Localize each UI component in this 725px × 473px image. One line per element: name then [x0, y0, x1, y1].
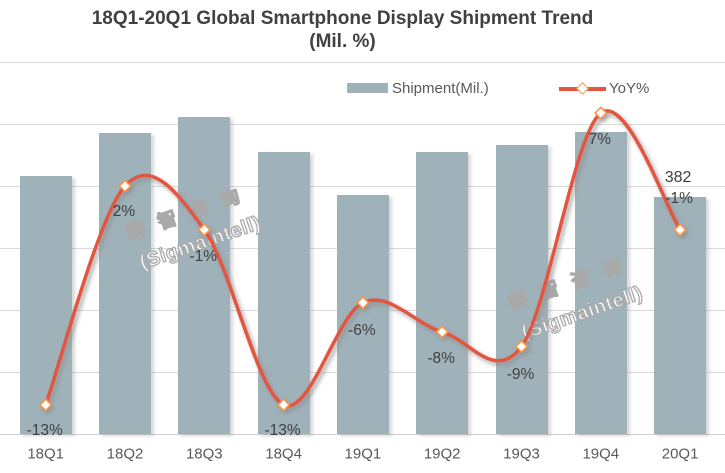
bar-19Q4: [574, 132, 627, 434]
legend-yoy-label: YoY%: [609, 80, 650, 97]
bar-19Q2: [416, 151, 469, 434]
x-axis-line: [0, 433, 725, 435]
x-axis-label-18Q2: 18Q2: [106, 445, 144, 463]
yoy-label-19Q2: -8%: [427, 349, 455, 367]
bar-19Q1: [336, 194, 389, 434]
yoy-marker-18Q1: [38, 398, 53, 412]
bar-19Q3: [495, 145, 548, 434]
x-axis-label-18Q1: 18Q1: [27, 445, 65, 463]
bar-value-label-20Q1: 382: [664, 169, 692, 187]
bar-20Q1: [654, 197, 707, 434]
yoy-marker-19Q1: [356, 295, 370, 310]
yoy-label-18Q4: -13%: [264, 421, 301, 439]
chart-title-line2: (Mil. %): [309, 31, 376, 52]
legend-shipment-swatch-icon: [347, 83, 388, 93]
x-axis-label-18Q3: 18Q3: [185, 445, 223, 463]
bar-18Q4: [257, 151, 310, 434]
x-axis-label-20Q1: 20Q1: [661, 445, 699, 463]
yoy-label-18Q1: -13%: [26, 421, 63, 439]
yoy-marker-18Q2: [118, 179, 132, 193]
x-axis-label-19Q4: 19Q4: [582, 445, 620, 463]
bar-18Q3: [178, 117, 231, 434]
legend-shipment-label: Shipment(Mil.): [392, 80, 489, 97]
yoy-label-19Q1: -6%: [348, 321, 376, 339]
yoy-label-19Q4: 7%: [588, 131, 611, 149]
yoy-marker-18Q3: [197, 222, 212, 237]
chart-title-line1: 18Q1-20Q1 Global Smartphone Display Ship…: [91, 8, 594, 29]
x-axis-label-18Q4: 18Q4: [265, 445, 302, 463]
legend-yoy-line-icon: [559, 82, 606, 95]
x-axis-label-19Q1: 19Q1: [344, 445, 382, 463]
yoy-line: [44, 109, 682, 408]
gridline: [0, 61, 725, 63]
chart-title: 18Q1-20Q1 Global Smartphone Display Ship…: [0, 7, 685, 53]
x-axis-label-19Q3: 19Q3: [503, 445, 540, 463]
yoy-label-18Q2: 2%: [112, 203, 136, 220]
gridline: [0, 185, 725, 187]
yoy-marker-20Q1: [673, 222, 687, 237]
gridline: [0, 123, 725, 125]
yoy-label-18Q3: -1%: [189, 247, 218, 265]
yoy-label-19Q3: -9%: [506, 366, 535, 384]
yoy-marker-19Q4: [594, 106, 608, 120]
yoy-marker-19Q2: [435, 325, 449, 339]
yoy-marker-19Q3: [514, 339, 529, 354]
bar-18Q1: [19, 176, 72, 434]
x-axis-label-19Q2: 19Q2: [423, 445, 461, 463]
yoy-marker-18Q4: [276, 398, 291, 412]
yoy-label-20Q1: -1%: [665, 189, 693, 207]
